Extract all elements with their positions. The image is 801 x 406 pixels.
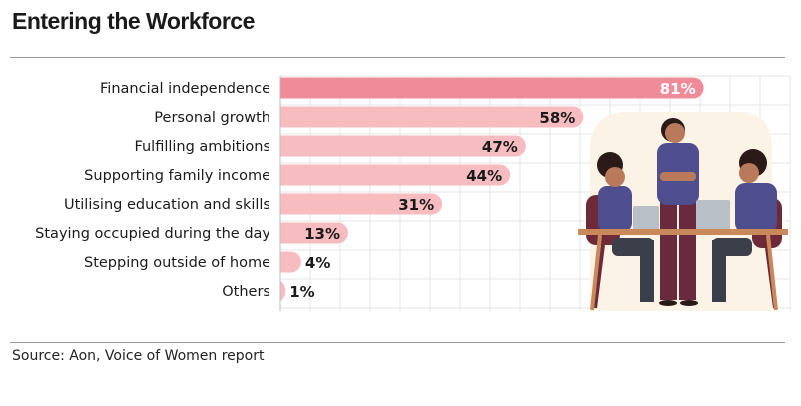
woman-right-face (739, 163, 759, 183)
woman-right-leg (712, 240, 726, 302)
value-label: 44% (466, 167, 502, 185)
value-label: 4% (305, 254, 330, 272)
source-note: Source: Aon, Voice of Women report (12, 348, 265, 364)
category-label: Others (222, 284, 271, 300)
bar (270, 164, 511, 186)
category-label: Staying occupied during the day (35, 226, 271, 242)
value-label: 81% (660, 80, 696, 98)
woman-center-arms (660, 172, 696, 181)
three-women-at-desk-illustration (578, 112, 788, 311)
chart-title: Entering the Workforce (12, 8, 255, 34)
value-label: 58% (539, 109, 575, 127)
bar (270, 135, 526, 157)
shoe (659, 300, 677, 306)
woman-left-face (605, 167, 625, 187)
category-label: Personal growth (154, 110, 271, 126)
bar (270, 77, 704, 99)
desk-leg (590, 234, 602, 311)
desk-top (578, 229, 788, 235)
bottom-divider (10, 342, 785, 343)
woman-left-shirt (598, 186, 632, 232)
category-label: Supporting family income (84, 168, 271, 184)
category-label: Fulfilling ambitions (134, 139, 271, 155)
desk-leg (766, 234, 778, 311)
chair-left-leg (593, 244, 605, 309)
top-divider (10, 57, 785, 58)
value-label: 13% (304, 225, 340, 243)
axis-mask (269, 76, 280, 312)
bar (270, 222, 348, 244)
shoe (680, 300, 698, 306)
woman-left-leg (640, 240, 654, 302)
value-label: 31% (398, 196, 434, 214)
woman-right-shirt (735, 183, 777, 233)
value-label: 1% (289, 283, 314, 301)
laptop-right (696, 200, 730, 230)
value-label: 47% (482, 138, 518, 156)
woman-center-face (665, 123, 685, 143)
category-label: Utilising education and skills (64, 197, 271, 213)
woman-center-leg (679, 200, 696, 300)
category-label: Stepping outside of home (84, 255, 271, 271)
category-label: Financial independence (100, 81, 271, 97)
laptop-left (633, 206, 659, 230)
bar (270, 106, 584, 128)
bar (270, 193, 443, 215)
bars: Financial independence 81% Personal growth… (35, 76, 704, 312)
woman-center-leg (660, 200, 677, 300)
